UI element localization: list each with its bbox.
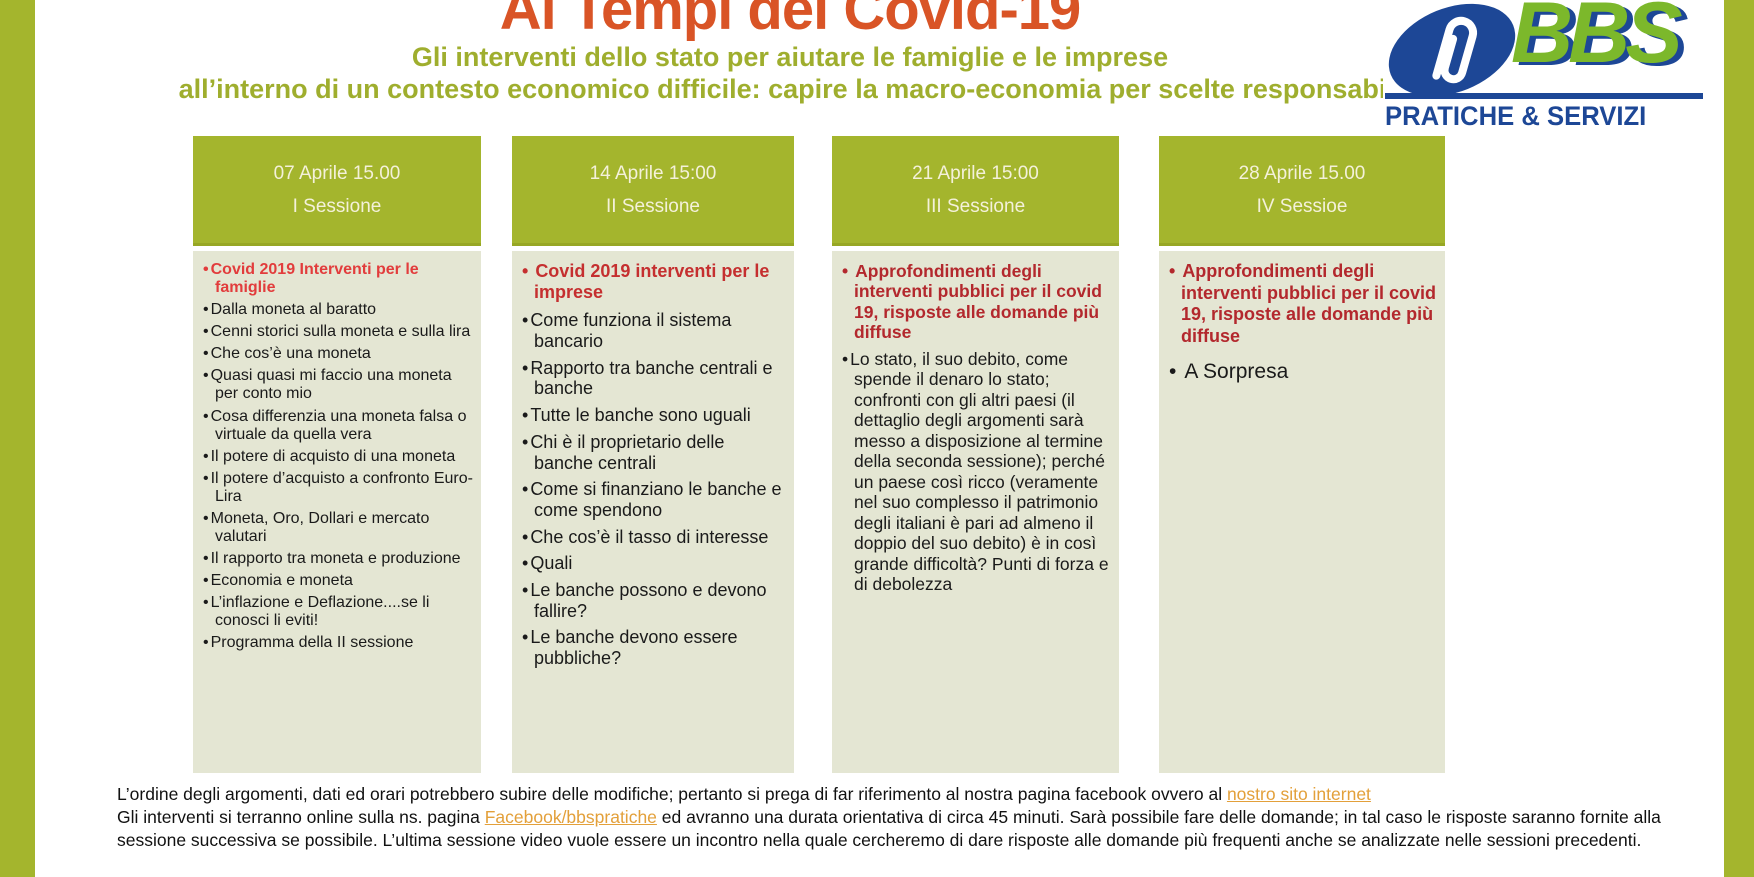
topic-item: Come funziona il sistema bancario bbox=[522, 310, 786, 351]
topic-highlight: Approfondimenti degli interventi pubblic… bbox=[1169, 261, 1437, 347]
session-name: I Sessione bbox=[292, 196, 382, 217]
footer-line-1: L’ordine degli argomenti, dati ed orari … bbox=[117, 783, 1713, 806]
topic-item: Che cos’è una moneta bbox=[203, 345, 473, 363]
topic-item: Il rapporto tra moneta e produzione bbox=[203, 550, 473, 568]
footer-text-2: Gli interventi si terranno online sulla … bbox=[117, 807, 485, 827]
session-name: IV Sessioe bbox=[1256, 196, 1348, 217]
topic-item: Cosa differenzia una moneta falsa o virt… bbox=[203, 408, 473, 444]
footer-line-2: Gli interventi si terranno online sulla … bbox=[117, 806, 1713, 852]
topic-highlight: Covid 2019 Interventi per le famiglie bbox=[203, 261, 473, 297]
logo-tagline: PRATICHE & SERVIZI bbox=[1385, 101, 1647, 131]
session-column: 14 Aprile 15:00 II Sessione Covid 2019 i… bbox=[512, 136, 794, 773]
page-title: Ai Tempi del Covid-19 bbox=[499, 0, 1082, 42]
topic-item: Dalla moneta al baratto bbox=[203, 301, 473, 319]
session-date: 21 Aprile 15:00 bbox=[912, 163, 1039, 184]
footer-note: L’ordine degli argomenti, dati ed orari … bbox=[117, 783, 1713, 852]
paperclip-icon bbox=[1388, 3, 1516, 97]
session-body: Covid 2019 Interventi per le famiglie Da… bbox=[193, 251, 481, 773]
topic-item: Il potere di acquisto di una moneta bbox=[203, 448, 473, 466]
logo-brand-text: BBS bbox=[1511, 0, 1683, 81]
footer-text-3: ed avranno una durata orientativa di cir… bbox=[117, 807, 1661, 850]
bbs-logo: BBS PRATICHE & SERVIZI bbox=[1383, 0, 1713, 131]
topic-item: Che cos’è il tasso di interesse bbox=[522, 527, 786, 548]
session-date: 28 Aprile 15.00 bbox=[1238, 163, 1366, 184]
topic-highlight: Approfondimenti degli interventi pubblic… bbox=[842, 261, 1111, 343]
topic-item: Come si finanziano le banche e come spen… bbox=[522, 479, 786, 520]
topic-item: Quasi quasi mi faccio una moneta per con… bbox=[203, 367, 473, 403]
session-date: 07 Aprile 15.00 bbox=[273, 163, 401, 184]
topic-item: Rapporto tra banche centrali e banche bbox=[522, 358, 786, 399]
topic-item: L’inflazione e Deflazione....se li conos… bbox=[203, 594, 473, 630]
website-link[interactable]: nostro sito internet bbox=[1226, 784, 1371, 804]
session-body: Approfondimenti degli interventi pubblic… bbox=[832, 251, 1119, 773]
topic-item: Chi è il proprietario delle banche centr… bbox=[522, 432, 786, 473]
facebook-link[interactable]: Facebook/bbspratiche bbox=[484, 807, 657, 827]
session-name: III Sessione bbox=[925, 196, 1026, 217]
session-date: 14 Aprile 15:00 bbox=[589, 163, 717, 184]
session-name: II Sessione bbox=[606, 196, 700, 217]
topic-item: A Sorpresa bbox=[1169, 359, 1437, 384]
session-header: 14 Aprile 15:00 II Sessione bbox=[512, 136, 794, 246]
session-column: 28 Aprile 15.00 IV Sessioe Approfondimen… bbox=[1159, 136, 1445, 773]
logo-divider bbox=[1385, 93, 1703, 99]
page-subtitle-line2: all’interno di un contesto economico dif… bbox=[178, 74, 1402, 104]
topic-highlight: Covid 2019 interventi per le imprese bbox=[522, 261, 786, 302]
right-accent-bar bbox=[1724, 0, 1754, 877]
topic-item: Cenni storici sulla moneta e sulla lira bbox=[203, 323, 473, 341]
topic-list: Come funziona il sistema bancario Rapport… bbox=[522, 310, 786, 668]
session-body: Approfondimenti degli interventi pubblic… bbox=[1159, 251, 1445, 773]
topic-item: Le banche devono essere pubbliche? bbox=[522, 627, 786, 668]
topic-item: Tutte le banche sono uguali bbox=[522, 405, 786, 426]
topic-list: Dalla moneta al baratto Cenni storici sul… bbox=[203, 301, 473, 652]
session-body: Covid 2019 interventi per le imprese Com… bbox=[512, 251, 794, 773]
session-header: 28 Aprile 15.00 IV Sessioe bbox=[1159, 136, 1445, 246]
topic-list: Lo stato, il suo debito, come spende il … bbox=[842, 349, 1111, 595]
topic-item: Le banche possono e devono fallire? bbox=[522, 580, 786, 621]
topic-item: Lo stato, il suo debito, come spende il … bbox=[842, 349, 1111, 595]
session-header: 07 Aprile 15.00 I Sessione bbox=[193, 136, 481, 246]
session-columns: 07 Aprile 15.00 I Sessione Covid 2019 In… bbox=[193, 136, 1453, 781]
footer-text-1: L’ordine degli argomenti, dati ed orari … bbox=[117, 784, 1227, 804]
topic-item: Il potere d’acquisto a confronto Euro-Li… bbox=[203, 470, 473, 506]
left-accent-bar bbox=[0, 0, 35, 877]
topic-item: Quali bbox=[522, 553, 786, 574]
topic-list: A Sorpresa bbox=[1169, 359, 1437, 384]
topic-item: Moneta, Oro, Dollari e mercato valutari bbox=[203, 510, 473, 546]
page-subtitle-line1: Gli interventi dello stato per aiutare l… bbox=[411, 42, 1169, 72]
topic-item: Economia e moneta bbox=[203, 572, 473, 590]
session-column: 07 Aprile 15.00 I Sessione Covid 2019 In… bbox=[193, 136, 481, 773]
topic-item: Programma della II sessione bbox=[203, 634, 473, 652]
session-column: 21 Aprile 15:00 III Sessione Approfondim… bbox=[832, 136, 1119, 773]
session-header: 21 Aprile 15:00 III Sessione bbox=[832, 136, 1119, 246]
